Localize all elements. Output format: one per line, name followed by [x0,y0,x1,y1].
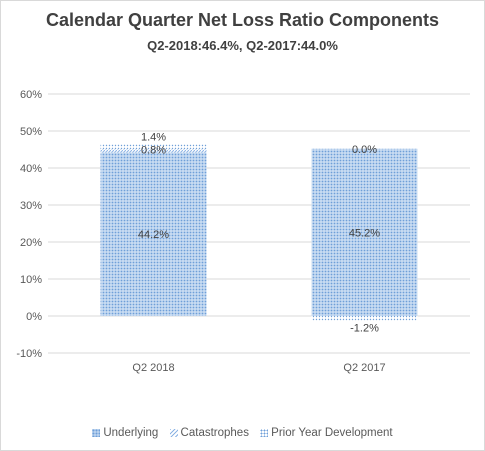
x-axis-categories: Q2 2018 Q2 2017 [132,362,385,374]
y-tick-label: -10% [16,348,42,360]
data-label: 0.0% [352,144,377,156]
data-label: -1.2% [350,322,379,334]
y-tick-label: 20% [20,237,42,249]
bar-segment-underlying [311,148,418,316]
x-category-label: Q2 2017 [343,362,385,374]
legend-swatch-catastrophes [169,428,178,437]
bar-segment-underlying [100,152,207,316]
chart-title: Calendar Quarter Net Loss Ratio Componen… [45,10,440,30]
data-label: 0.8% [141,145,166,157]
data-label: 45.2% [349,227,380,239]
bar-segment-prior-year-development [100,144,207,150]
legend-item-underlying: Underlying [92,427,158,439]
chart-subtitle: Q2-2018:46.4%, Q2-2017:44.0% [147,38,338,53]
legend-item-catastrophes: Catastrophes [169,427,249,439]
y-tick-label: 60% [20,89,42,101]
y-tick-label: 50% [20,126,42,138]
data-label: 44.2% [138,229,169,241]
y-tick-label: 40% [20,163,42,175]
y-axis-ticks: -10% 0% 10% 20% 30% 40% 50% 60% [16,89,42,360]
x-category-label: Q2 2018 [132,362,174,374]
legend: Underlying Catastrophes Prior Year Devel… [0,427,485,439]
y-tick-label: 10% [20,274,42,286]
legend-swatch-underlying [92,428,101,437]
bar-segment-catastrophes [100,149,207,153]
legend-label-underlying: Underlying [103,427,159,439]
bars [100,144,418,321]
legend-label-prior-year-development: Prior Year Development [271,427,393,439]
legend-label-catastrophes: Catastrophes [180,427,249,439]
y-tick-label: 30% [20,200,42,212]
legend-swatch-prior-year-development [260,428,269,437]
data-labels: 44.2% 0.8% 1.4% 45.2% 0.0% -1.2% [138,131,380,334]
data-label: 1.4% [141,131,166,143]
y-tick-label: 0% [26,311,42,323]
legend-item-prior-year-development: Prior Year Development [260,427,393,439]
bar-segment-prior-year-development [311,316,418,321]
